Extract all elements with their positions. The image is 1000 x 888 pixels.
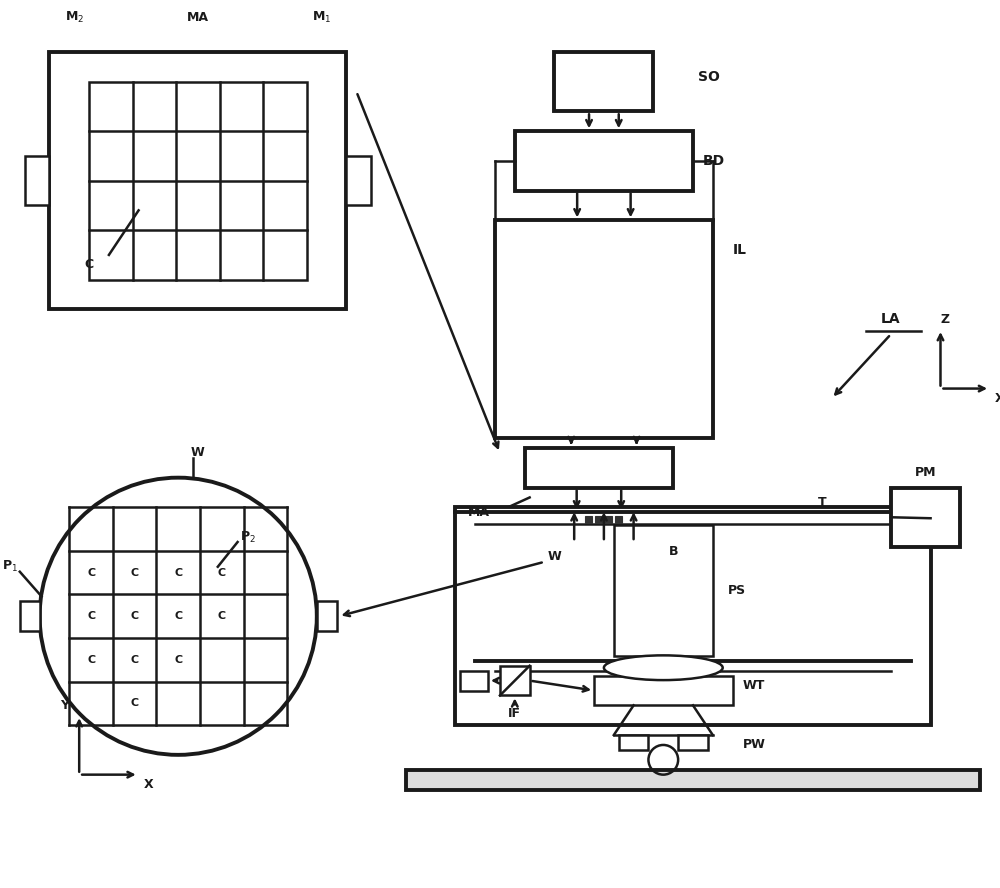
Text: T: T bbox=[817, 496, 826, 509]
FancyBboxPatch shape bbox=[678, 735, 708, 749]
FancyBboxPatch shape bbox=[317, 601, 337, 631]
FancyBboxPatch shape bbox=[455, 507, 931, 725]
FancyBboxPatch shape bbox=[554, 52, 653, 111]
Text: C: C bbox=[87, 567, 95, 578]
Text: PW: PW bbox=[742, 739, 765, 751]
Text: W: W bbox=[191, 447, 205, 459]
Text: C: C bbox=[87, 611, 95, 622]
Text: MA: MA bbox=[187, 11, 209, 24]
Text: C: C bbox=[131, 698, 139, 709]
Text: BD: BD bbox=[703, 154, 725, 168]
FancyBboxPatch shape bbox=[525, 448, 673, 488]
FancyBboxPatch shape bbox=[89, 82, 307, 280]
FancyBboxPatch shape bbox=[406, 770, 980, 789]
Text: MA: MA bbox=[468, 506, 490, 519]
Text: X: X bbox=[995, 392, 1000, 405]
FancyBboxPatch shape bbox=[605, 516, 612, 523]
Text: IF: IF bbox=[508, 707, 521, 720]
Text: WT: WT bbox=[742, 679, 765, 692]
Text: C: C bbox=[218, 611, 226, 622]
Text: Z: Z bbox=[941, 313, 950, 326]
FancyBboxPatch shape bbox=[20, 601, 40, 631]
FancyBboxPatch shape bbox=[25, 156, 49, 205]
Text: C: C bbox=[131, 611, 139, 622]
Text: Y: Y bbox=[60, 699, 69, 712]
Text: PS: PS bbox=[728, 584, 746, 597]
FancyBboxPatch shape bbox=[619, 735, 648, 749]
FancyBboxPatch shape bbox=[614, 525, 713, 656]
Text: C: C bbox=[174, 654, 182, 665]
Text: W: W bbox=[548, 551, 561, 563]
Circle shape bbox=[40, 478, 317, 755]
Text: SO: SO bbox=[698, 70, 720, 83]
FancyBboxPatch shape bbox=[615, 516, 622, 523]
FancyBboxPatch shape bbox=[594, 676, 733, 705]
Text: M$_1$: M$_1$ bbox=[312, 10, 331, 25]
Text: PM: PM bbox=[915, 466, 936, 480]
Text: C: C bbox=[87, 654, 95, 665]
FancyBboxPatch shape bbox=[346, 156, 371, 205]
Text: IL: IL bbox=[733, 243, 747, 257]
Ellipse shape bbox=[535, 512, 673, 542]
Text: C: C bbox=[131, 567, 139, 578]
FancyBboxPatch shape bbox=[495, 220, 713, 438]
Text: C: C bbox=[174, 611, 182, 622]
FancyBboxPatch shape bbox=[595, 516, 602, 523]
Text: M$_2$: M$_2$ bbox=[65, 10, 84, 25]
Text: B: B bbox=[668, 545, 678, 559]
FancyBboxPatch shape bbox=[515, 131, 693, 191]
Text: P$_1$: P$_1$ bbox=[2, 559, 18, 575]
Text: P$_2$: P$_2$ bbox=[240, 529, 255, 544]
Text: C: C bbox=[85, 258, 94, 272]
Text: C: C bbox=[131, 654, 139, 665]
FancyBboxPatch shape bbox=[891, 488, 960, 547]
FancyBboxPatch shape bbox=[460, 670, 488, 691]
Text: C: C bbox=[174, 567, 182, 578]
Text: LA: LA bbox=[881, 313, 901, 326]
FancyBboxPatch shape bbox=[585, 516, 592, 523]
Text: X: X bbox=[144, 778, 153, 791]
FancyBboxPatch shape bbox=[49, 52, 346, 309]
Ellipse shape bbox=[604, 655, 723, 680]
FancyBboxPatch shape bbox=[500, 666, 530, 695]
Text: C: C bbox=[218, 567, 226, 578]
